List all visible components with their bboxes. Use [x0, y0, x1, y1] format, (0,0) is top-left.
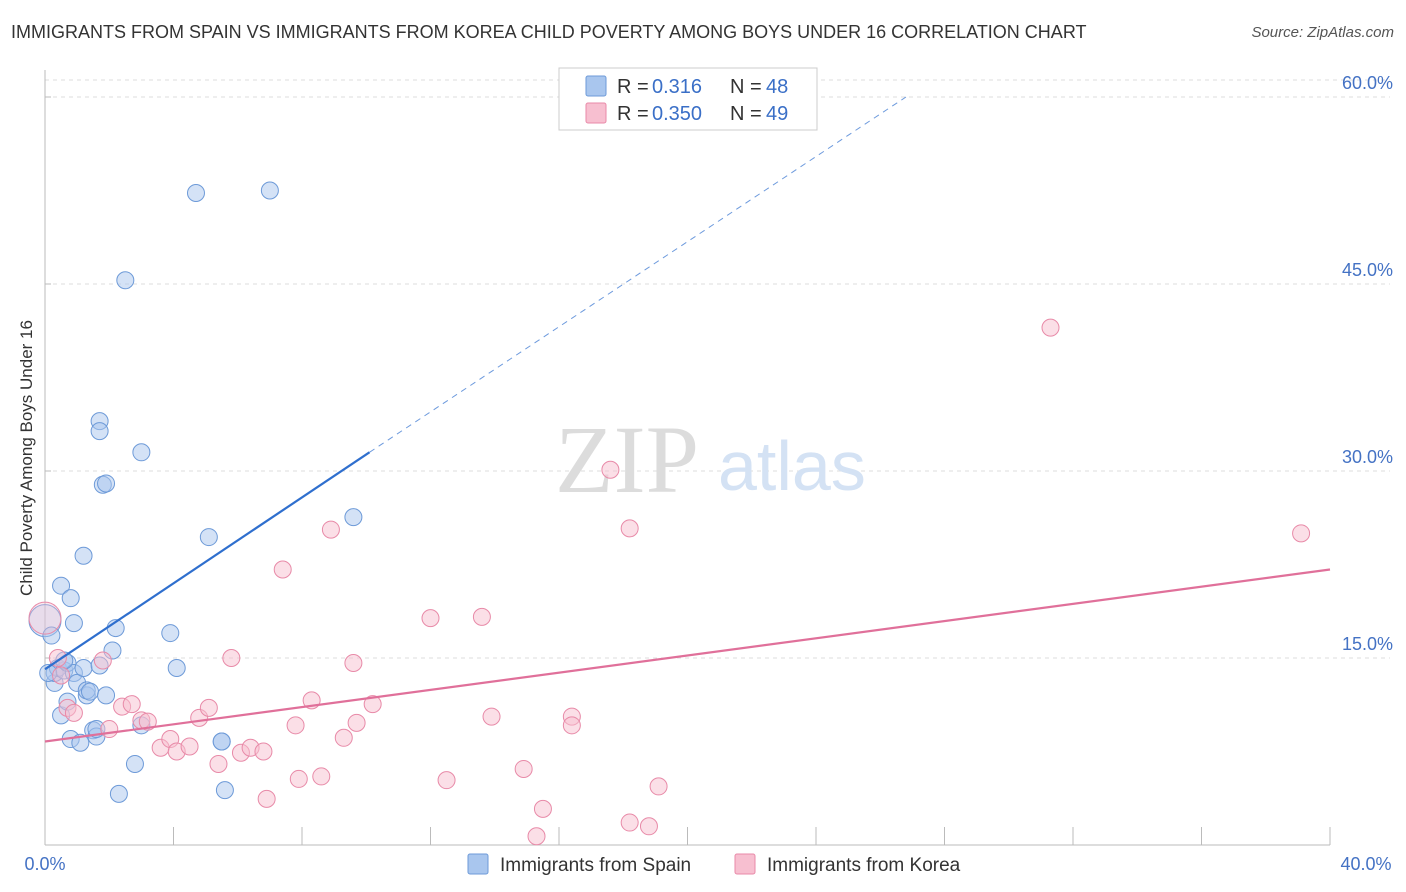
point-spain-1: [42, 626, 61, 645]
point-korea-17: [222, 649, 241, 667]
stats-legend-spain-r-value: 0.316: [652, 76, 702, 98]
point-korea-30: [347, 713, 366, 732]
point-spain-28: [97, 474, 116, 493]
series-legend-korea-label: Immigrants from Korea: [767, 855, 961, 876]
trend-line-spain: [44, 451, 371, 671]
point-spain-38: [167, 658, 186, 677]
x-tick-label-max: 40.0%: [1340, 854, 1391, 874]
point-korea-7: [122, 695, 141, 714]
y-tick-label-60: 60.0%: [1342, 73, 1393, 93]
x-tick-label-min: 0.0%: [24, 854, 65, 874]
point-korea-29: [344, 653, 363, 672]
point-spain-32: [109, 784, 128, 803]
point-spain-44: [260, 181, 279, 200]
point-korea-41: [601, 460, 620, 479]
point-korea-48: [52, 666, 71, 685]
point-korea-22: [273, 560, 292, 579]
point-korea-28: [334, 728, 353, 747]
point-korea-35: [482, 707, 501, 726]
point-korea-34: [472, 607, 491, 626]
y-tick-label-30: 30.0%: [1342, 447, 1393, 467]
point-korea-38: [533, 799, 552, 818]
stats-legend-spain-n-label: N =: [730, 76, 762, 98]
point-spain-35: [132, 443, 151, 462]
point-spain-16: [74, 658, 93, 677]
series-legend: Immigrants from Spain Immigrants from Ko…: [467, 853, 961, 876]
stats-legend-korea-n-label: N =: [730, 103, 762, 125]
point-korea-27: [321, 520, 340, 539]
watermark: ZIP atlas: [555, 406, 866, 513]
point-spain-10: [61, 589, 80, 608]
point-korea-13: [180, 737, 199, 756]
trend-line-korea: [44, 568, 1331, 743]
y-tick-labels: 15.0% 30.0% 45.0% 60.0%: [1342, 73, 1393, 654]
point-spain-33: [116, 271, 135, 290]
stats-legend-spain-r-label: R =: [617, 76, 649, 98]
point-spain-13: [64, 614, 83, 633]
point-korea-5: [100, 720, 119, 739]
point-korea-24: [289, 769, 308, 788]
point-spain-17: [74, 546, 93, 565]
point-korea-37: [527, 827, 546, 846]
point-spain-39: [186, 183, 205, 202]
point-korea-32: [421, 609, 440, 628]
grid-layer: [45, 79, 1390, 659]
point-korea-46: [1041, 318, 1060, 337]
chart-source: Source: ZipAtlas.com: [1251, 24, 1394, 41]
point-korea-9: [138, 712, 157, 731]
point-korea-23: [286, 716, 305, 735]
chart-title: IMMIGRANTS FROM SPAIN VS IMMIGRANTS FROM…: [11, 22, 1087, 42]
series-legend-korea-swatch: [734, 853, 756, 875]
point-korea-3: [64, 703, 83, 722]
point-spain-42: [212, 732, 231, 751]
point-spain-45: [344, 508, 363, 527]
point-spain-43: [215, 781, 234, 800]
point-spain-6: [52, 576, 71, 595]
point-korea-44: [639, 817, 658, 836]
point-spain-34: [125, 754, 144, 773]
trend-line-spain-extension: [369, 96, 907, 453]
stats-legend-korea-r-label: R =: [617, 103, 649, 125]
point-korea-21: [257, 789, 276, 808]
stats-legend-korea-n-value: 49: [766, 103, 788, 125]
stats-legend-korea-swatch: [585, 102, 607, 124]
point-korea-16: [209, 754, 228, 773]
series-legend-spain-swatch: [467, 853, 489, 875]
point-spain-15: [71, 733, 90, 752]
axis-layer: [44, 70, 1331, 846]
point-spain-20: [80, 682, 99, 701]
point-korea-47: [1292, 524, 1311, 543]
series-legend-spain-label: Immigrants from Spain: [500, 855, 691, 876]
stats-legend-spain-swatch: [585, 75, 607, 97]
point-korea-33: [437, 771, 456, 790]
point-korea-31: [363, 695, 382, 714]
point-spain-40: [199, 528, 218, 547]
point-spain-37: [161, 624, 180, 643]
point-spain-26: [90, 422, 109, 441]
point-korea-20: [254, 742, 273, 761]
point-korea-36: [514, 759, 533, 778]
point-korea-42: [620, 813, 639, 832]
stats-legend-spain-n-value: 48: [766, 76, 788, 98]
points-layer: [28, 181, 1311, 846]
y-axis-title: Child Poverty Among Boys Under 16: [17, 320, 36, 596]
point-korea-45: [649, 777, 668, 796]
point-korea-43: [620, 519, 639, 538]
point-korea-0: [28, 601, 62, 635]
point-korea-4: [93, 651, 112, 670]
point-korea-40: [562, 716, 581, 735]
point-korea-26: [312, 767, 331, 786]
point-spain-29: [97, 686, 116, 705]
stats-legend: R = 0.316 N = 48 R = 0.350 N = 49: [558, 67, 818, 131]
watermark-atlas: atlas: [718, 427, 866, 505]
trend-layer: [44, 96, 1331, 743]
y-tick-label-15: 15.0%: [1342, 634, 1393, 654]
stats-legend-korea-r-value: 0.350: [652, 103, 702, 125]
point-korea-15: [199, 698, 218, 717]
watermark-zip: ZIP: [555, 406, 699, 513]
y-tick-label-45: 45.0%: [1342, 260, 1393, 280]
